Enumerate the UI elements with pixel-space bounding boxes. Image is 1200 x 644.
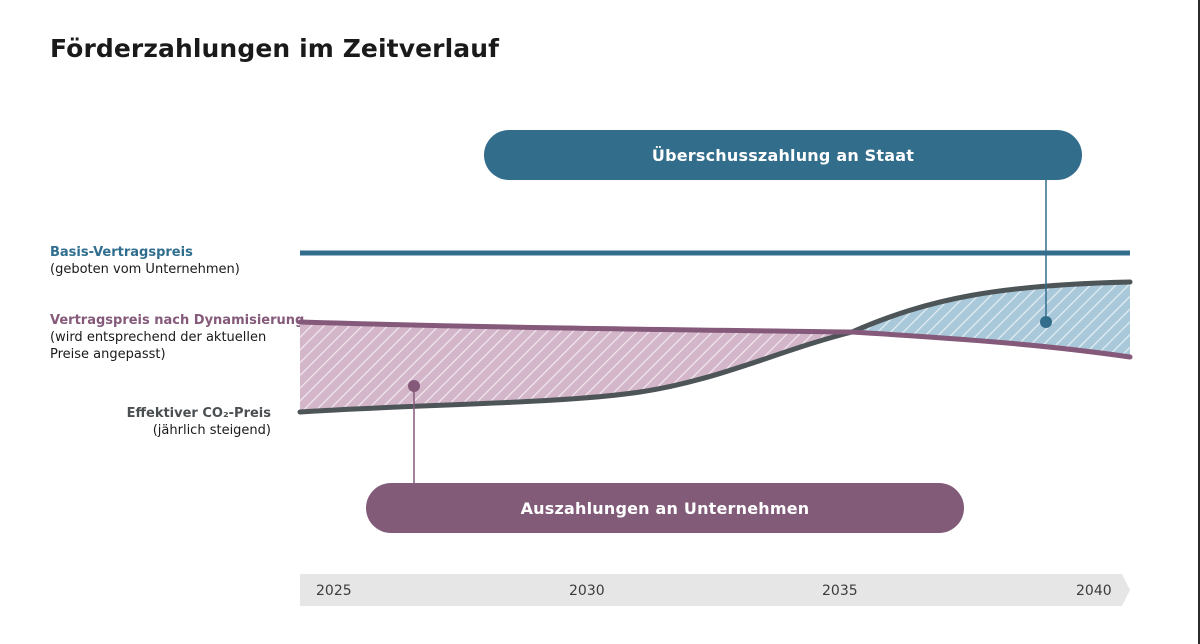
basis-price-label: Basis-Vertragspreis (geboten vom Unterne… xyxy=(50,244,240,278)
timeline-bar xyxy=(300,574,1130,606)
page-title: Förderzahlungen im Zeitverlauf xyxy=(50,34,500,63)
payout-marker xyxy=(408,380,420,392)
surplus-marker xyxy=(1040,316,1052,328)
surplus-area xyxy=(852,282,1130,357)
basis-price-note: (geboten vom Unternehmen) xyxy=(50,262,240,277)
dynamic-price-name: Vertragspreis nach Dynamisierung xyxy=(50,313,305,328)
timeline-tick-2035: 2035 xyxy=(822,583,858,599)
timeline-tick-2025: 2025 xyxy=(316,583,352,599)
payout-callout: Auszahlungen an Unternehmen xyxy=(366,483,964,533)
co2-price-line xyxy=(297,279,1133,415)
timeline-tick-2030: 2030 xyxy=(569,583,605,599)
payout-area xyxy=(300,322,852,412)
co2-price-note: (jährlich steigend) xyxy=(152,423,271,438)
co2-price-label: Effektiver CO₂-Preis (jährlich steigend) xyxy=(127,405,271,439)
basis-price-name: Basis-Vertragspreis xyxy=(50,245,193,260)
dynamic-price-label: Vertragspreis nach Dynamisierung (wird e… xyxy=(50,312,304,363)
page-border-right xyxy=(1198,0,1200,644)
dynamic-price-note: (wird entsprechend der aktuellen Preise … xyxy=(50,330,267,362)
surplus-callout: Überschusszahlung an Staat xyxy=(484,130,1082,180)
dynamic-price-line xyxy=(297,319,1133,360)
co2-price-name: Effektiver CO₂-Preis xyxy=(126,406,271,421)
timeline-tick-2040: 2040 xyxy=(1076,583,1112,599)
